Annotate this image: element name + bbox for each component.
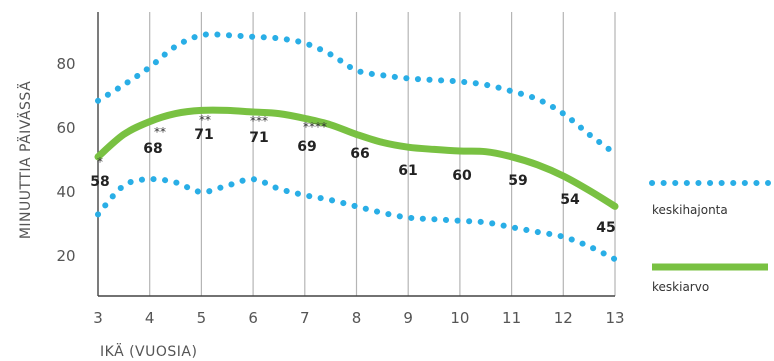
legend: keskihajonta keskiarvo (649, 180, 771, 294)
data-label-age-13: 45 (596, 220, 615, 236)
x-tick-label: 10 (450, 309, 469, 327)
x-axis-title: IKÄ (VUOSIA) (100, 342, 197, 360)
y-axis-title: MINUUTTIA PÄIVÄSSÄ (16, 81, 34, 239)
x-tick-label: 9 (403, 309, 413, 327)
data-label-age-6: 71 (249, 130, 268, 146)
x-tick-label: 4 (145, 309, 155, 327)
y-tick-label: 40 (56, 183, 75, 201)
significance-stars-age-4: ** (154, 125, 166, 139)
legend-label-keskiarvo: keskiarvo (652, 280, 709, 294)
significance-stars-age-6: *** (250, 114, 268, 128)
x-tick-label: 7 (300, 309, 310, 327)
data-label-age-3: 58 (90, 174, 109, 190)
data-label-age-4: 68 (143, 141, 162, 157)
x-tick-label: 3 (93, 309, 103, 327)
y-tick-label: 20 (56, 247, 75, 265)
x-tick-label: 12 (554, 309, 573, 327)
y-tick-label: 60 (56, 119, 75, 137)
x-tick-label: 6 (248, 309, 258, 327)
x-tick-label: 11 (502, 309, 521, 327)
x-tick-label: 8 (352, 309, 362, 327)
data-label-age-5: 71 (194, 127, 213, 143)
y-tick-label: 80 (56, 55, 75, 73)
significance-stars-age-7: **** (303, 120, 327, 134)
significance-stars-age-5: ** (199, 113, 211, 127)
series-line-keskihajonta-1 (95, 31, 618, 157)
data-label-age-7: 69 (297, 139, 316, 155)
legend-label-keskihajonta: keskihajonta (652, 203, 728, 217)
series-layer (94, 31, 619, 263)
data-label-age-8: 66 (350, 146, 369, 162)
x-tick-label: 5 (197, 309, 207, 327)
significance-stars-age-3: * (97, 155, 103, 169)
data-label-age-9: 61 (398, 163, 417, 179)
x-tick-label: 13 (605, 309, 624, 327)
data-label-age-12: 54 (560, 192, 580, 208)
series-line-keskihajonta-2 (95, 176, 618, 263)
data-label-age-11: 59 (508, 173, 527, 189)
series-line-keskiarvo (94, 106, 619, 210)
data-label-age-10: 60 (452, 168, 472, 184)
grid-lines (149, 12, 616, 296)
